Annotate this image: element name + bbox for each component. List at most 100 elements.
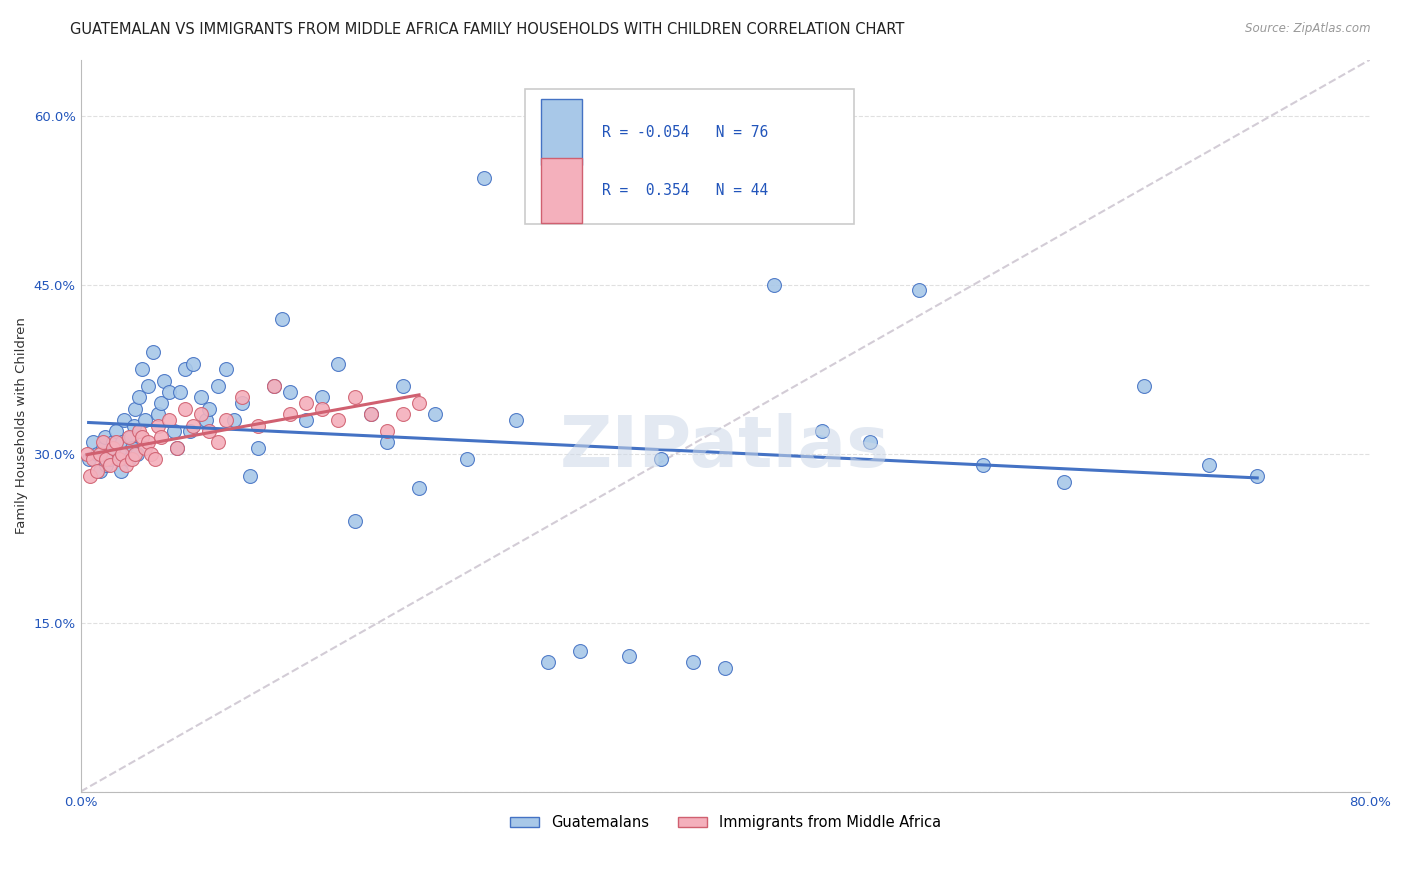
Point bbox=[118, 452, 141, 467]
Point bbox=[141, 447, 163, 461]
Point bbox=[222, 413, 245, 427]
Point bbox=[907, 284, 929, 298]
Point bbox=[105, 435, 128, 450]
Text: R = -0.054   N = 76: R = -0.054 N = 76 bbox=[602, 125, 768, 140]
Point bbox=[146, 418, 169, 433]
Point bbox=[190, 408, 212, 422]
Point bbox=[105, 424, 128, 438]
Point bbox=[198, 401, 221, 416]
Point bbox=[91, 435, 114, 450]
FancyBboxPatch shape bbox=[526, 89, 855, 224]
Point bbox=[174, 362, 197, 376]
Point bbox=[136, 435, 159, 450]
Point bbox=[96, 458, 118, 472]
Point bbox=[163, 424, 186, 438]
Point bbox=[207, 435, 229, 450]
Point bbox=[408, 396, 430, 410]
Text: GUATEMALAN VS IMMIGRANTS FROM MIDDLE AFRICA FAMILY HOUSEHOLDS WITH CHILDREN CORR: GUATEMALAN VS IMMIGRANTS FROM MIDDLE AFR… bbox=[70, 22, 904, 37]
Point bbox=[77, 452, 100, 467]
Point bbox=[239, 469, 262, 483]
Point bbox=[425, 408, 447, 422]
Point bbox=[76, 447, 98, 461]
Point bbox=[166, 441, 188, 455]
Point bbox=[360, 408, 382, 422]
Point bbox=[682, 655, 704, 669]
Point bbox=[111, 447, 134, 461]
Point bbox=[207, 379, 229, 393]
Point bbox=[569, 644, 592, 658]
Point bbox=[472, 170, 495, 185]
Point bbox=[1133, 379, 1156, 393]
Point bbox=[89, 464, 111, 478]
Point bbox=[150, 430, 173, 444]
Point bbox=[650, 452, 672, 467]
Point bbox=[311, 401, 333, 416]
Point bbox=[295, 396, 318, 410]
Point bbox=[195, 413, 218, 427]
Point bbox=[134, 413, 156, 427]
Point bbox=[134, 441, 156, 455]
Point bbox=[375, 424, 398, 438]
Point bbox=[246, 418, 269, 433]
Point bbox=[111, 435, 134, 450]
Point bbox=[198, 424, 221, 438]
Point bbox=[214, 362, 236, 376]
FancyBboxPatch shape bbox=[541, 158, 582, 223]
Y-axis label: Family Households with Children: Family Households with Children bbox=[15, 318, 28, 534]
Point bbox=[375, 435, 398, 450]
FancyBboxPatch shape bbox=[541, 99, 582, 165]
Text: ZIPatlas: ZIPatlas bbox=[560, 413, 890, 482]
Point bbox=[166, 441, 188, 455]
Point bbox=[89, 447, 111, 461]
Point bbox=[505, 413, 527, 427]
Point bbox=[79, 469, 101, 483]
Point bbox=[278, 384, 301, 399]
Point bbox=[121, 452, 143, 467]
Point bbox=[157, 413, 180, 427]
Point bbox=[82, 452, 104, 467]
Point bbox=[263, 379, 285, 393]
Point bbox=[121, 441, 143, 455]
Point bbox=[124, 401, 146, 416]
Point bbox=[93, 430, 115, 444]
Point bbox=[343, 391, 366, 405]
Point bbox=[295, 413, 318, 427]
Point bbox=[190, 391, 212, 405]
Point bbox=[108, 452, 131, 467]
Point bbox=[112, 413, 135, 427]
Point bbox=[86, 464, 108, 478]
Text: Source: ZipAtlas.com: Source: ZipAtlas.com bbox=[1246, 22, 1371, 36]
Point bbox=[1246, 469, 1268, 483]
Point bbox=[278, 408, 301, 422]
Point bbox=[86, 447, 108, 461]
Legend: Guatemalans, Immigrants from Middle Africa: Guatemalans, Immigrants from Middle Afri… bbox=[503, 809, 946, 836]
Point bbox=[1198, 458, 1220, 472]
Point bbox=[762, 277, 785, 292]
Point bbox=[120, 430, 142, 444]
Point bbox=[859, 435, 882, 450]
Point bbox=[343, 514, 366, 528]
Point bbox=[122, 418, 145, 433]
Point bbox=[231, 396, 253, 410]
Point bbox=[131, 362, 153, 376]
Text: R =  0.354   N = 44: R = 0.354 N = 44 bbox=[602, 183, 768, 198]
Point bbox=[456, 452, 478, 467]
Point bbox=[136, 379, 159, 393]
Point bbox=[98, 458, 121, 472]
Point bbox=[169, 384, 191, 399]
Point bbox=[360, 408, 382, 422]
Point bbox=[153, 374, 176, 388]
Point bbox=[107, 452, 129, 467]
Point bbox=[114, 447, 136, 461]
Point bbox=[392, 379, 415, 393]
Point bbox=[100, 447, 122, 461]
Point bbox=[617, 649, 640, 664]
Point bbox=[183, 357, 205, 371]
Point bbox=[972, 458, 994, 472]
Point bbox=[124, 447, 146, 461]
Point bbox=[128, 424, 150, 438]
Point bbox=[1053, 475, 1076, 489]
Point bbox=[408, 481, 430, 495]
Point bbox=[214, 413, 236, 427]
Point bbox=[146, 408, 169, 422]
